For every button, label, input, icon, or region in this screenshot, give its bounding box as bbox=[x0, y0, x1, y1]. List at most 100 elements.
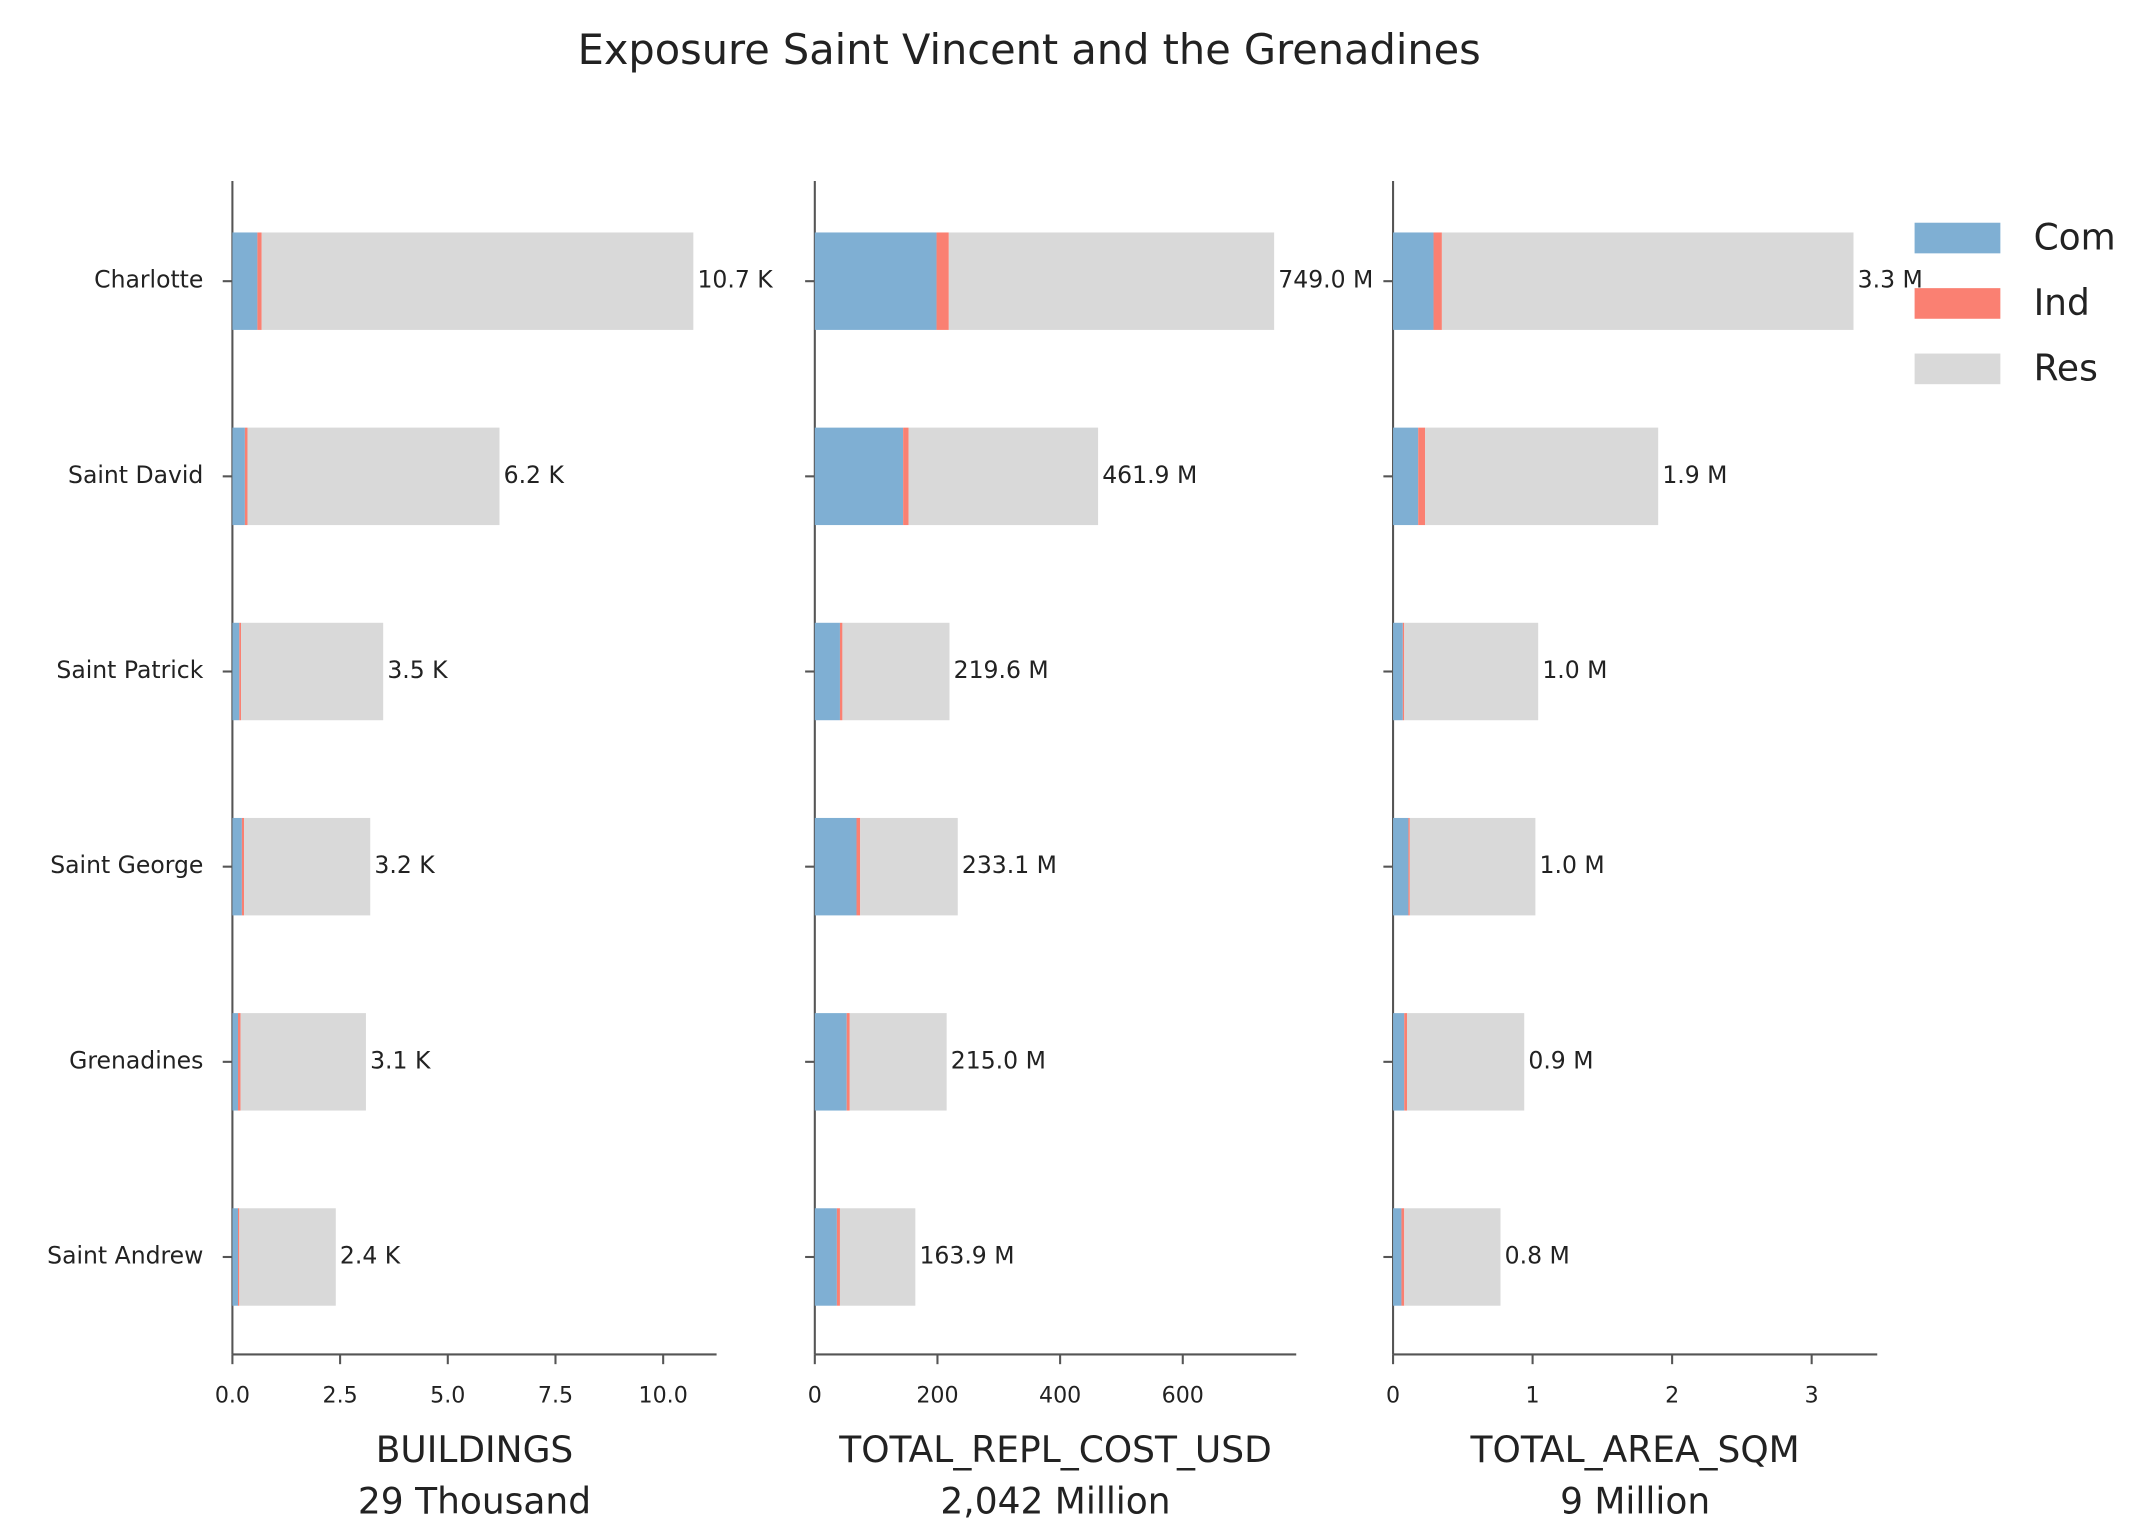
total-label: 1.9 M bbox=[1662, 461, 1727, 489]
total-label: 1.0 M bbox=[1540, 851, 1605, 879]
x-axis-subtitle: 9 Million bbox=[1560, 1480, 1710, 1522]
y-tick-label: Saint Andrew bbox=[47, 1241, 203, 1269]
total-label: 3.3 M bbox=[1858, 266, 1923, 294]
total-label: 163.9 M bbox=[919, 1241, 1014, 1269]
bar-segment bbox=[232, 232, 258, 330]
x-tick-label: 600 bbox=[1162, 1383, 1204, 1409]
bar-segment bbox=[839, 1208, 916, 1306]
bar-segment bbox=[860, 817, 958, 916]
bar-segment bbox=[1402, 622, 1405, 721]
total-label: 1.0 M bbox=[1542, 656, 1607, 684]
bar-segment bbox=[232, 1208, 239, 1306]
total-label: 3.1 K bbox=[370, 1046, 431, 1074]
bar-segment bbox=[239, 622, 242, 721]
total-label: 6.2 K bbox=[504, 461, 565, 489]
total-label: 219.6 M bbox=[954, 656, 1049, 684]
bar-segment bbox=[814, 622, 840, 721]
x-tick-label: 1 bbox=[1526, 1383, 1540, 1409]
bar-segment bbox=[238, 1208, 240, 1306]
x-tick-label: 10.0 bbox=[639, 1383, 688, 1409]
bar-segment bbox=[232, 427, 245, 526]
x-tick-label: 0 bbox=[1386, 1383, 1400, 1409]
x-tick-label: 2.5 bbox=[323, 1383, 358, 1409]
x-axis-subtitle: 29 Thousand bbox=[358, 1480, 591, 1522]
legend-label: Com bbox=[2034, 216, 2116, 258]
bar-segment bbox=[839, 622, 843, 721]
bar-segment bbox=[1393, 427, 1419, 526]
x-tick-label: 0.0 bbox=[215, 1383, 250, 1409]
x-tick-label: 400 bbox=[1039, 1383, 1081, 1409]
bar-segment bbox=[247, 427, 500, 526]
y-tick-label: Grenadines bbox=[69, 1046, 203, 1074]
bar-segment bbox=[1404, 622, 1539, 721]
bar-segment bbox=[948, 232, 1275, 330]
bar-segment bbox=[908, 427, 1099, 526]
x-axis-label: BUILDINGS bbox=[376, 1429, 574, 1471]
bar-segment bbox=[232, 622, 240, 721]
bar-segment bbox=[1393, 622, 1403, 721]
total-label: 10.7 K bbox=[697, 266, 773, 294]
x-tick-label: 0 bbox=[808, 1383, 822, 1409]
y-tick-label: Saint Patrick bbox=[56, 656, 203, 684]
bar-segment bbox=[241, 622, 384, 721]
legend-swatch bbox=[1914, 222, 2001, 254]
bar-segment bbox=[1408, 817, 1410, 916]
x-tick-label: 3 bbox=[1805, 1383, 1819, 1409]
bar-segment bbox=[814, 817, 857, 916]
total-label: 461.9 M bbox=[1102, 461, 1197, 489]
total-label: 0.8 M bbox=[1505, 1241, 1570, 1269]
bar-segment bbox=[849, 1013, 947, 1111]
bar-segment bbox=[846, 1013, 850, 1111]
bar-segment bbox=[1441, 232, 1854, 330]
bar-segment bbox=[1393, 1208, 1402, 1306]
x-tick-label: 200 bbox=[916, 1383, 958, 1409]
x-axis-subtitle: 2,042 Million bbox=[940, 1480, 1170, 1522]
y-tick-label: Saint George bbox=[50, 851, 203, 879]
total-label: 0.9 M bbox=[1528, 1046, 1593, 1074]
bar-segment bbox=[232, 817, 242, 916]
bar-segment bbox=[1404, 1013, 1408, 1111]
total-label: 3.2 K bbox=[374, 851, 435, 879]
bar-segment bbox=[1401, 1208, 1405, 1306]
legend-label: Ind bbox=[2034, 282, 2090, 324]
chart-title: Exposure Saint Vincent and the Grenadine… bbox=[578, 25, 1481, 74]
bar-segment bbox=[1418, 427, 1426, 526]
bar-segment bbox=[903, 427, 909, 526]
bar-segment bbox=[240, 1013, 366, 1111]
bar-segment bbox=[814, 232, 937, 330]
total-label: 749.0 M bbox=[1278, 266, 1373, 294]
x-axis-label: TOTAL_AREA_SQM bbox=[1470, 1429, 1800, 1471]
y-tick-label: Saint David bbox=[68, 461, 203, 489]
bar-segment bbox=[1393, 1013, 1405, 1111]
bar-segment bbox=[232, 1013, 239, 1111]
x-axis-label: TOTAL_REPL_COST_USD bbox=[838, 1429, 1272, 1471]
y-tick-label: Charlotte bbox=[94, 266, 203, 294]
legend-swatch bbox=[1914, 353, 2001, 385]
bar-segment bbox=[1433, 232, 1442, 330]
bar-segment bbox=[1407, 1013, 1525, 1111]
bar-segment bbox=[257, 232, 262, 330]
total-label: 233.1 M bbox=[962, 851, 1057, 879]
bar-segment bbox=[814, 1013, 847, 1111]
bar-segment bbox=[1409, 817, 1536, 916]
bar-segment bbox=[241, 817, 245, 916]
bar-segment bbox=[936, 232, 949, 330]
bar-segment bbox=[244, 427, 248, 526]
bar-segment bbox=[244, 817, 371, 916]
total-label: 2.4 K bbox=[340, 1241, 401, 1269]
bar-segment bbox=[842, 622, 950, 721]
legend-swatch bbox=[1914, 288, 2001, 319]
x-tick-label: 7.5 bbox=[538, 1383, 573, 1409]
bar-segment bbox=[1404, 1208, 1501, 1306]
bar-segment bbox=[836, 1208, 840, 1306]
total-label: 3.5 K bbox=[387, 656, 448, 684]
bar-segment bbox=[1393, 817, 1409, 916]
x-tick-label: 5.0 bbox=[430, 1383, 465, 1409]
bar-segment bbox=[261, 232, 694, 330]
x-tick-label: 2 bbox=[1665, 1383, 1679, 1409]
total-label: 215.0 M bbox=[951, 1046, 1046, 1074]
bar-segment bbox=[1393, 232, 1434, 330]
bar-segment bbox=[814, 1208, 837, 1306]
bar-segment bbox=[238, 1013, 241, 1111]
